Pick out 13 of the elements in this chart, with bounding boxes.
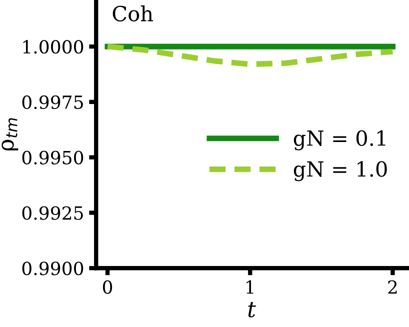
x-tick-label: 2 [388,280,397,294]
annotation: Coh [112,5,153,22]
y-axis-title: ρ$_{tm}$ [2,118,18,150]
x-tick-label: 1 [246,280,254,294]
y-tick-label: 0.9900 [22,262,84,276]
legend-label: gN = 0.1 [294,130,386,150]
y-tick-label: 0.9925 [22,206,83,220]
y-tick-label: 0.9975 [22,95,83,110]
legend-label: gN = 1.0 [294,161,387,182]
y-tick-label: 1.0000 [23,40,84,54]
x-axis-title: t [248,302,256,318]
x-tick-label: 0 [102,280,112,294]
y-tick-label: 0.9950 [22,150,84,164]
